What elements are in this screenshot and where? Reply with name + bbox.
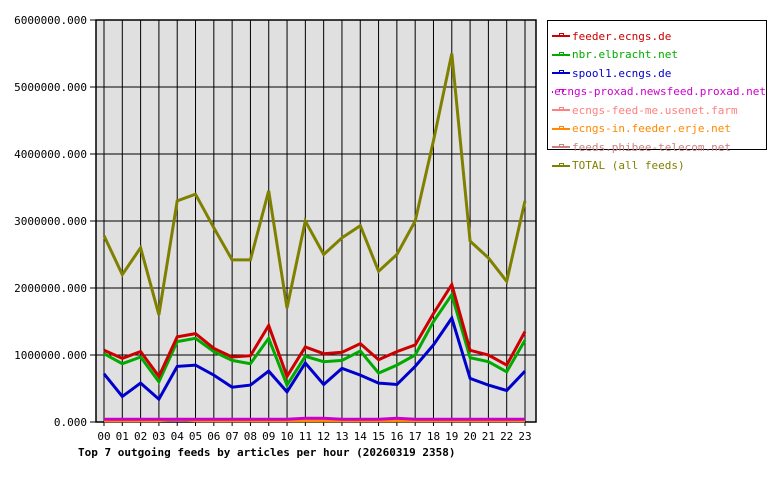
y-axis-ticks: 0.000 1000000.000 2000000.000 3000000.000 40…: [14, 14, 87, 429]
legend-swatch-icon: [552, 144, 570, 149]
x-tick-label: 11: [299, 430, 312, 443]
x-tick-label: 18: [427, 430, 440, 443]
legend-swatch-icon: [552, 107, 570, 112]
x-tick-label: 13: [335, 430, 348, 443]
series-lines: [102, 53, 527, 423]
legend-label: feeder.ecngs.de: [572, 29, 672, 43]
x-tick-label: 14: [354, 430, 368, 443]
x-tick-label: 23: [518, 430, 531, 443]
series-line: [102, 53, 527, 316]
series-line: [102, 314, 527, 402]
x-tick-label: 06: [207, 430, 220, 443]
y-tick-label: 0.000: [54, 416, 87, 429]
x-tick-label: 01: [116, 430, 129, 443]
legend-label: nbr.elbracht.net: [572, 48, 678, 62]
legend-swatch-icon: [552, 51, 570, 56]
legend-label: ecngs-in.feeder.erje.net: [572, 122, 731, 136]
legend-item: TOTAL (all feeds): [552, 157, 766, 176]
y-tick-label: 2000000.000: [14, 282, 87, 295]
x-tick-label: 15: [372, 430, 385, 443]
x-tick-label: 19: [445, 430, 458, 443]
x-tick-label: 09: [262, 430, 275, 443]
y-tick-label: 4000000.000: [14, 148, 87, 161]
x-tick-label: 17: [409, 430, 422, 443]
legend-item: feeder.ecngs.de: [552, 27, 766, 46]
x-tick-label: 22: [500, 430, 513, 443]
legend-item: feeds.phibee-telecom.net: [552, 138, 766, 157]
x-tick-label: 10: [280, 430, 293, 443]
legend: feeder.ecngs.de nbr.elbracht.net spool1.ec…: [547, 20, 767, 172]
y-tick-label: 5000000.000: [14, 81, 87, 94]
legend-item: ecngs-feed-me.usenet.farm: [552, 101, 766, 120]
x-tick-label: 16: [390, 430, 403, 443]
y-tick-label: 1000000.000: [14, 349, 87, 362]
x-tick-label: 00: [97, 430, 110, 443]
x-tick-label: 02: [134, 430, 147, 443]
legend-label: TOTAL (all feeds): [572, 159, 685, 173]
x-axis-ticks: 00 01 02 03 04 05 06 07 08 09 10 11 12 13 14 15 16 17 18 19…: [97, 430, 531, 443]
legend-item: nbr.elbracht.net: [552, 46, 766, 65]
legend-swatch-icon: [552, 162, 570, 167]
y-tick-label: 6000000.000: [14, 14, 87, 27]
legend-swatch-icon: [552, 70, 570, 75]
x-tick-label: 05: [189, 430, 202, 443]
chart-title: Top 7 outgoing feeds by articles per hou…: [78, 446, 456, 459]
series-line: [103, 280, 527, 380]
x-tick-label: 04: [171, 430, 185, 443]
legend-swatch-icon: [552, 33, 570, 38]
legend-item: ecngs-in.feeder.erje.net: [552, 120, 766, 139]
legend-label: spool1.ecngs.de: [572, 66, 672, 80]
legend-item: ecngs-proxad.newsfeed.proxad.net: [552, 83, 766, 102]
legend-label: feeds.phibee-telecom.net: [572, 140, 731, 154]
legend-label: ecngs-proxad.newsfeed.proxad.net: [554, 85, 766, 99]
x-tick-label: 12: [317, 430, 330, 443]
y-tick-label: 3000000.000: [14, 215, 87, 228]
legend-label: ecngs-feed-me.usenet.farm: [572, 103, 738, 117]
x-tick-label: 03: [152, 430, 165, 443]
legend-swatch-icon: [552, 125, 570, 130]
series-line: [103, 291, 527, 389]
x-tick-label: 20: [463, 430, 476, 443]
x-tick-label: 21: [482, 430, 495, 443]
legend-item: spool1.ecngs.de: [552, 64, 766, 83]
x-tick-label: 07: [226, 430, 239, 443]
series-line: [104, 416, 525, 421]
x-tick-label: 08: [244, 430, 257, 443]
